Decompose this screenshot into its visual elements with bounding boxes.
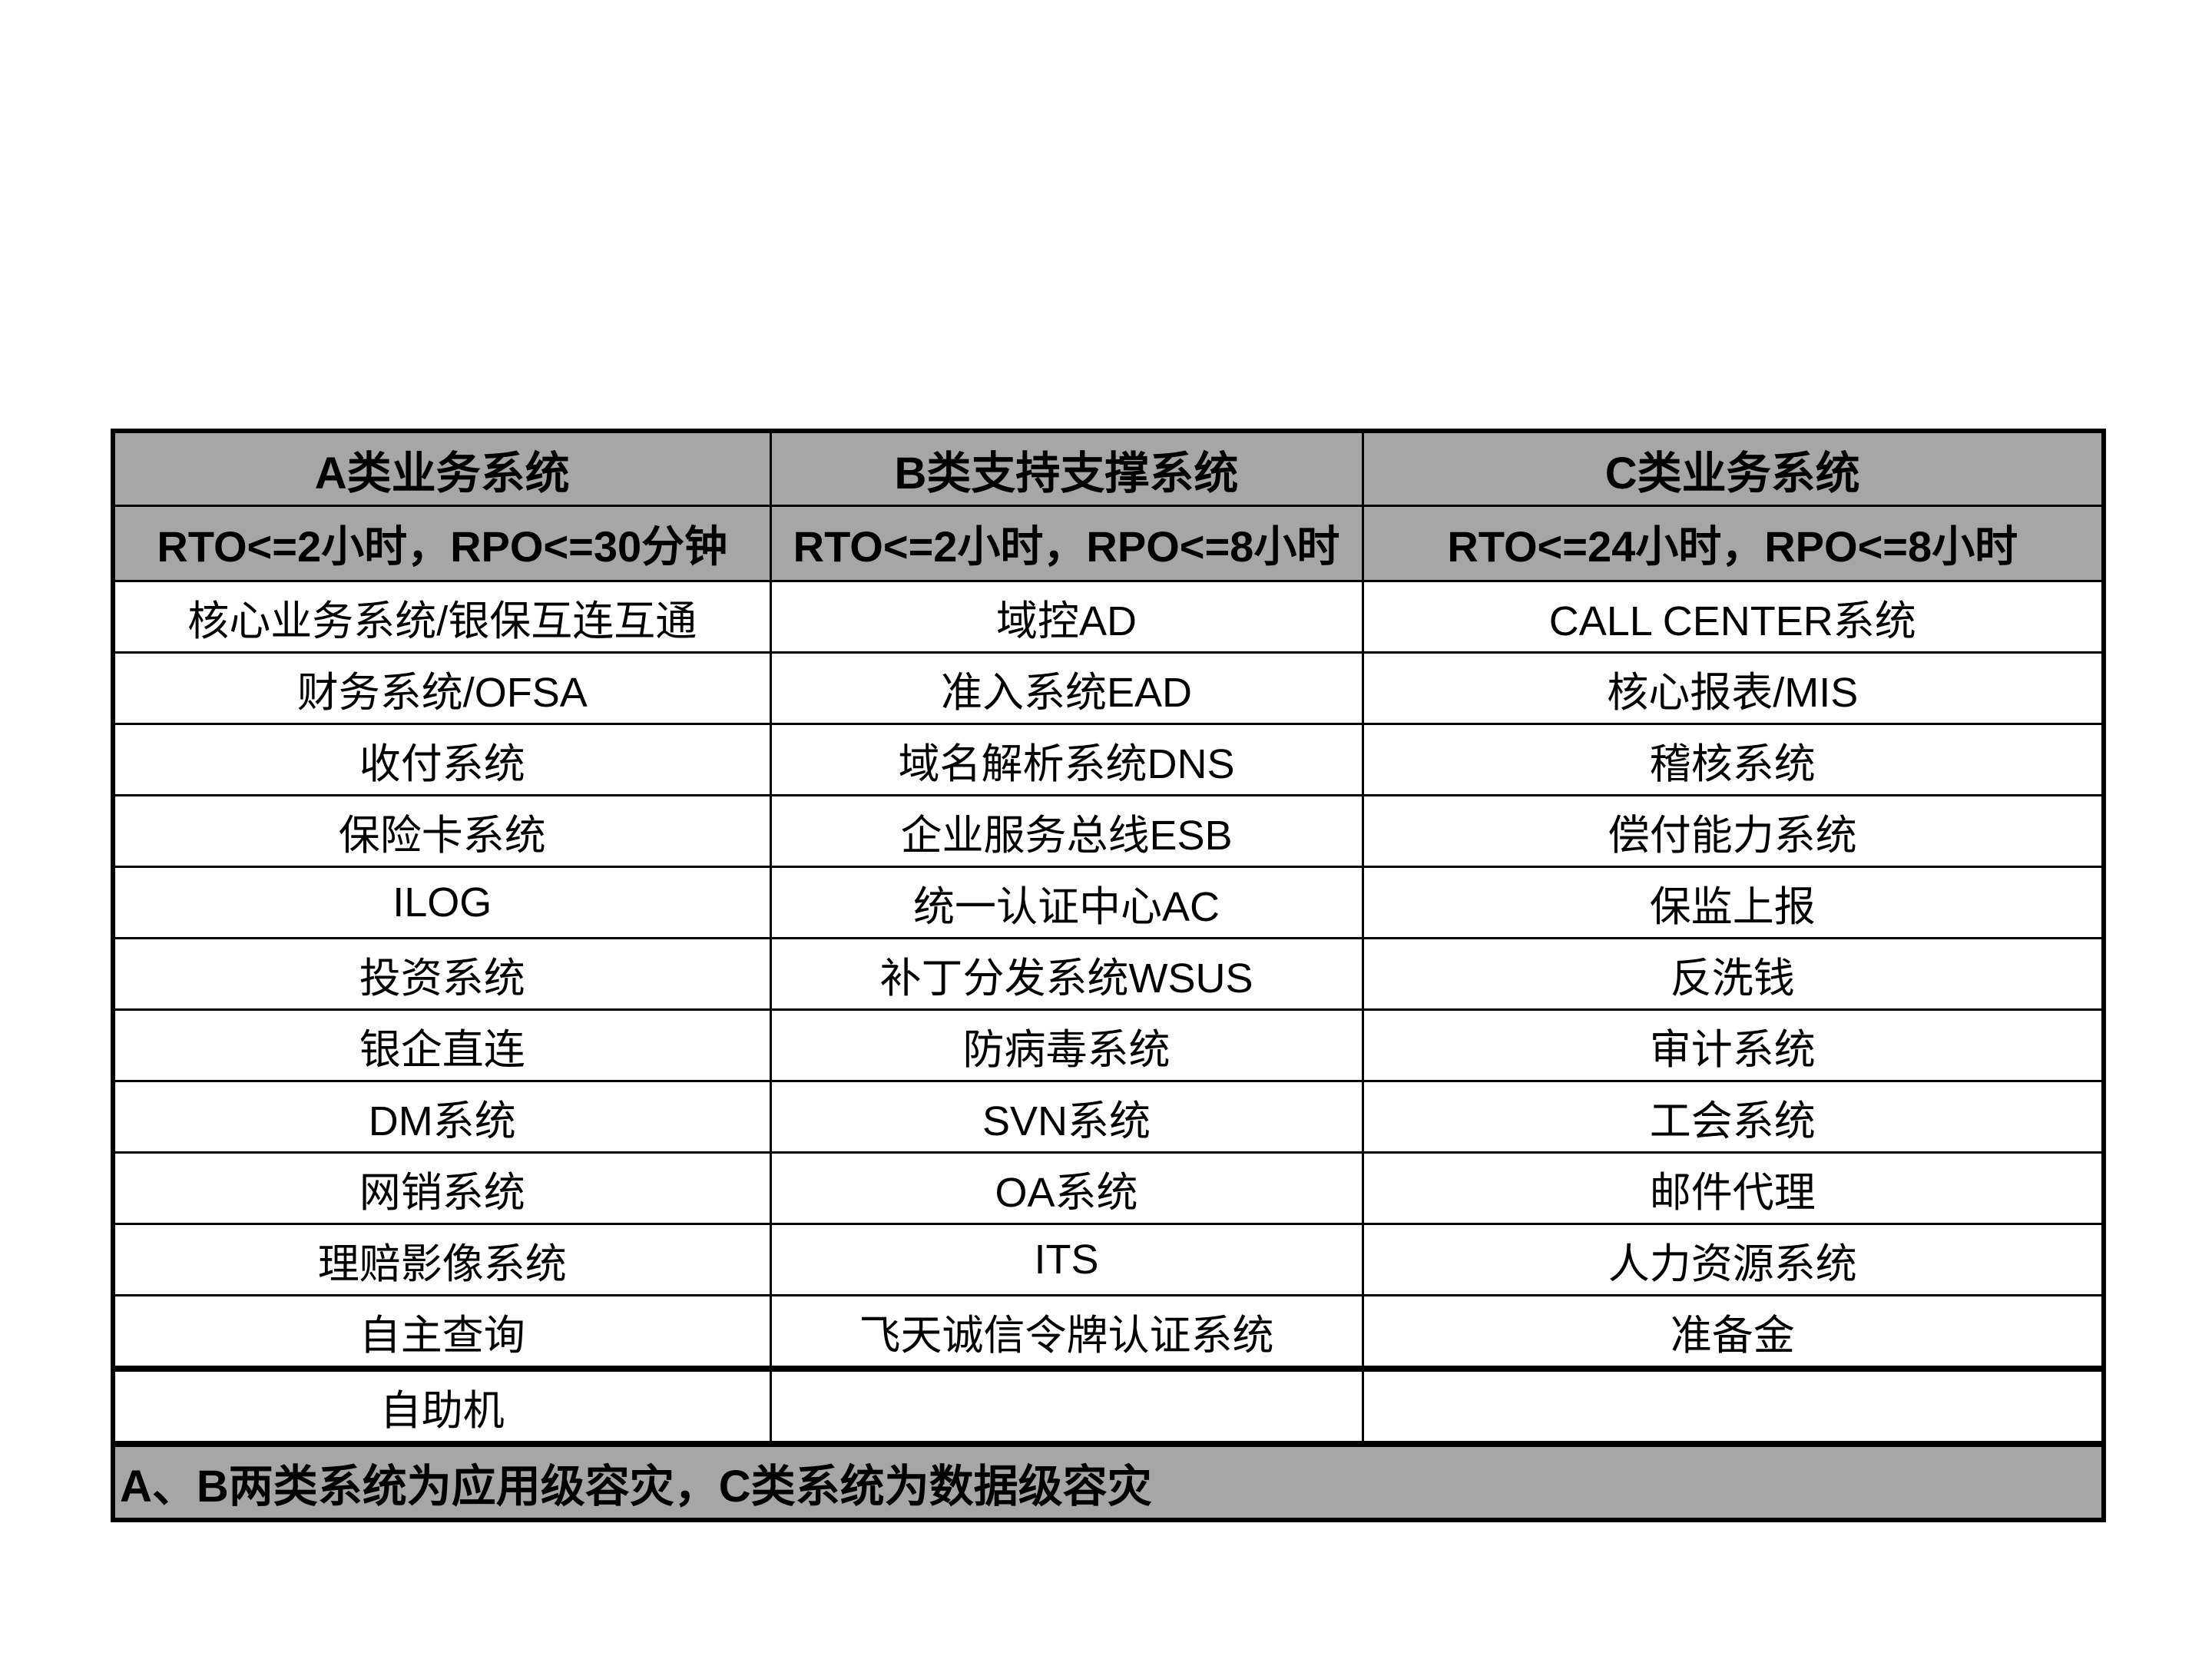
table-cell: 稽核系统 — [1361, 723, 2105, 796]
table-row: 保险卡系统 企业服务总线ESB 偿付能力系统 — [111, 794, 2105, 868]
footnote-text: A、B两类系统为应用级容灾，C类系统为数据级容灾 — [111, 1441, 2105, 1522]
table-row: 财务系统/OFSA 准入系统EAD 核心报表/MIS — [111, 651, 2105, 725]
table-cell: 防病毒系统 — [769, 1008, 1364, 1082]
column-header-class-c: C类业务系统 — [1361, 429, 2105, 507]
table-cell: 投资系统 — [111, 937, 772, 1011]
table-cell: 网销系统 — [111, 1151, 772, 1225]
table-cell: OA系统 — [769, 1151, 1364, 1225]
table-cell: 自主查询 — [111, 1294, 772, 1370]
footnote-row: A、B两类系统为应用级容灾，C类系统为数据级容灾 — [111, 1441, 2105, 1522]
table-row: 投资系统 补丁分发系统WSUS 反洗钱 — [111, 937, 2105, 1011]
sla-class-c: RTO<=24小时，RPO<=8小时 — [1361, 505, 2105, 582]
table-cell: 飞天诚信令牌认证系统 — [769, 1294, 1364, 1370]
table-cell: 财务系统/OFSA — [111, 651, 772, 725]
table-cell: CALL CENTER系统 — [1361, 580, 2105, 654]
table-row: 银企直连 防病毒系统 审计系统 — [111, 1008, 2105, 1082]
table-cell: 人力资源系统 — [1361, 1223, 2105, 1296]
table-cell: 统一认证中心AC — [769, 866, 1364, 939]
category-header-row: A类业务系统 B类支持支撑系统 C类业务系统 — [111, 429, 2105, 507]
table-cell: 反洗钱 — [1361, 937, 2105, 1011]
sla-class-a: RTO<=2小时，RPO<=30分钟 — [111, 505, 772, 582]
table-cell: 偿付能力系统 — [1361, 794, 2105, 868]
table-cell: 核心报表/MIS — [1361, 651, 2105, 725]
sla-header-row: RTO<=2小时，RPO<=30分钟 RTO<=2小时，RPO<=8小时 RTO… — [111, 505, 2105, 582]
table-cell: ILOG — [111, 866, 772, 939]
table-cell — [769, 1366, 1364, 1445]
table-cell: 保险卡系统 — [111, 794, 772, 868]
table-cell: ITS — [769, 1223, 1364, 1296]
table-cell: 审计系统 — [1361, 1008, 2105, 1082]
table-cell: 准备金 — [1361, 1294, 2105, 1370]
table-row: 自主查询 飞天诚信令牌认证系统 准备金 — [111, 1294, 2105, 1370]
table-cell: 工会系统 — [1361, 1080, 2105, 1154]
table-row: DM系统 SVN系统 工会系统 — [111, 1080, 2105, 1154]
table-cell: 收付系统 — [111, 723, 772, 796]
table-cell: 理赔影像系统 — [111, 1223, 772, 1296]
sla-class-b: RTO<=2小时，RPO<=8小时 — [769, 505, 1364, 582]
dr-classification-table: A类业务系统 B类支持支撑系统 C类业务系统 RTO<=2小时，RPO<=30分… — [111, 429, 2106, 1522]
table-cell: 准入系统EAD — [769, 651, 1364, 725]
table-cell: DM系统 — [111, 1080, 772, 1154]
table-cell: 域控AD — [769, 580, 1364, 654]
table-row: 自助机 — [111, 1366, 2105, 1445]
table-row: ILOG 统一认证中心AC 保监上报 — [111, 866, 2105, 939]
table-row: 核心业务系统/银保互连互通 域控AD CALL CENTER系统 — [111, 580, 2105, 654]
table-row: 理赔影像系统 ITS 人力资源系统 — [111, 1223, 2105, 1296]
table-cell: 保监上报 — [1361, 866, 2105, 939]
table-cell: 核心业务系统/银保互连互通 — [111, 580, 772, 654]
table-cell: 企业服务总线ESB — [769, 794, 1364, 868]
table-cell: 邮件代理 — [1361, 1151, 2105, 1225]
table-cell: 补丁分发系统WSUS — [769, 937, 1364, 1011]
table-row: 收付系统 域名解析系统DNS 稽核系统 — [111, 723, 2105, 796]
table-cell: SVN系统 — [769, 1080, 1364, 1154]
table-cell: 自助机 — [111, 1366, 772, 1445]
system-category-table: A类业务系统 B类支持支撑系统 C类业务系统 RTO<=2小时，RPO<=30分… — [111, 429, 2106, 1522]
table-row: 网销系统 OA系统 邮件代理 — [111, 1151, 2105, 1225]
table-cell: 域名解析系统DNS — [769, 723, 1364, 796]
column-header-class-a: A类业务系统 — [111, 429, 772, 507]
table-cell — [1361, 1366, 2105, 1445]
column-header-class-b: B类支持支撑系统 — [769, 429, 1364, 507]
table-cell: 银企直连 — [111, 1008, 772, 1082]
